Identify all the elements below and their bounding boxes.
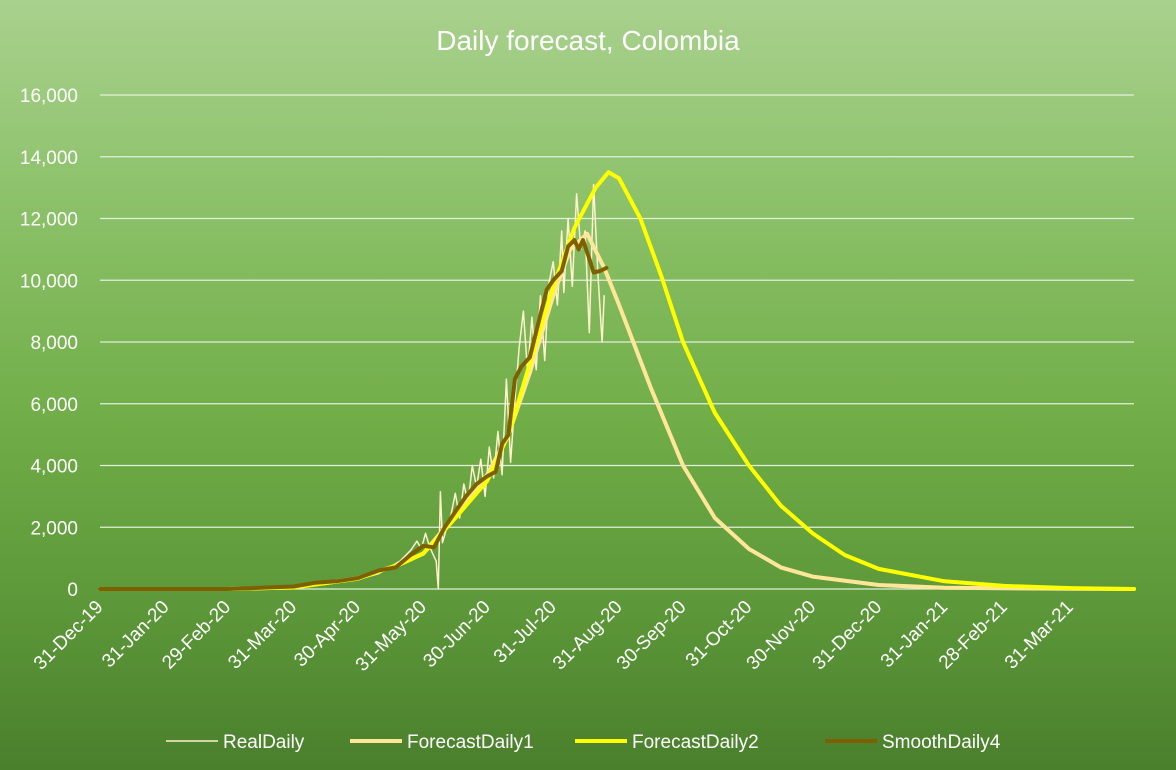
legend-label: RealDaily: [223, 732, 305, 753]
y-tick-label: 10,000: [20, 271, 78, 292]
y-tick-label: 0: [67, 580, 78, 601]
y-tick-label: 16,000: [20, 86, 78, 107]
y-tick-label: 4,000: [30, 457, 78, 478]
x-tick-label: 31-Mar-20: [224, 597, 301, 674]
legend-label: ForecastDaily1: [407, 732, 534, 753]
y-tick-label: 6,000: [30, 395, 78, 416]
y-tick-label: 8,000: [30, 333, 78, 354]
x-tick-label: 31-Dec-20: [809, 597, 887, 675]
y-tick-label: 14,000: [20, 148, 78, 169]
x-tick-label: 30-Nov-20: [743, 597, 821, 675]
x-tick-label: 30-Sep-20: [613, 597, 691, 675]
y-axis: 0 2,000 4,000 6,000 8,000 10,000 12,000 14,000 1…: [20, 86, 78, 601]
gridlines: [100, 94, 1134, 590]
x-tick-label: 31-Dec-19: [30, 597, 108, 675]
x-axis: 31-Dec-1931-Jan-2029-Feb-2031-Mar-2030-A…: [30, 597, 1078, 676]
x-tick-label: 31-Mar-21: [1001, 597, 1078, 674]
legend: RealDaily ForecastDaily1 ForecastDaily2 Smo…: [166, 732, 1001, 753]
x-tick-label: 30-Jun-20: [419, 597, 494, 672]
series-lines: [98, 170, 1136, 591]
legend-label: SmoothDaily4: [882, 732, 1001, 753]
series-line-forecastdaily2: [98, 170, 1136, 591]
y-tick-label: 2,000: [30, 518, 78, 539]
x-tick-label: 31-May-20: [352, 597, 431, 676]
x-tick-label: 31-Jul-20: [490, 597, 561, 668]
series-line-smoothdaily4: [98, 238, 609, 591]
legend-label: ForecastDaily2: [632, 732, 759, 753]
chart-title: Daily forecast, Colombia: [436, 25, 740, 56]
series-line-forecastdaily1: [98, 231, 1136, 591]
series-line-realdaily: [99, 183, 605, 590]
y-tick-label: 12,000: [20, 210, 78, 231]
